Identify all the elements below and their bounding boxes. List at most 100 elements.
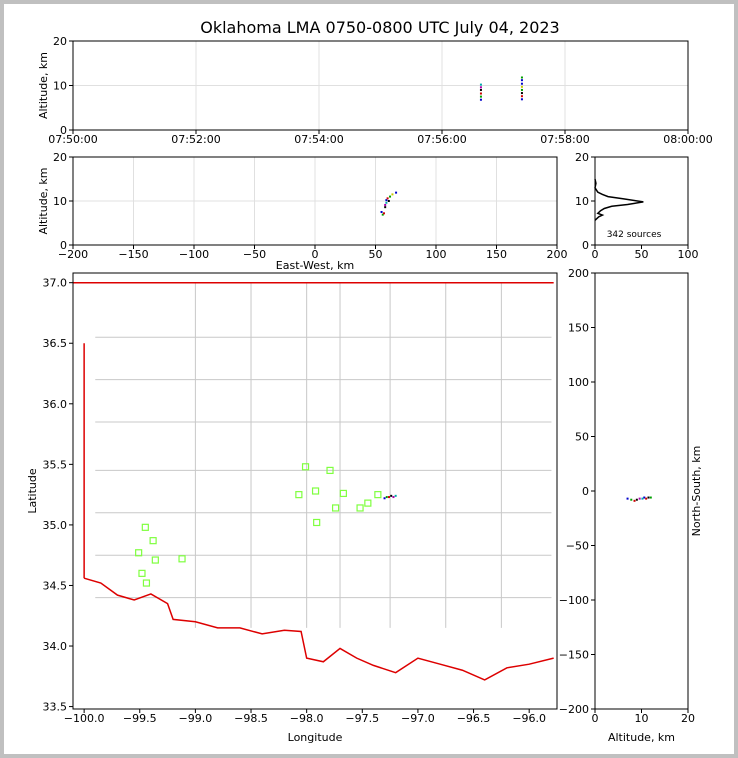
lat-tick-label: 34.5 (43, 579, 68, 592)
lat-tick-label: 36.0 (43, 398, 68, 411)
lat-tick-label: 35.5 (43, 458, 68, 471)
ns-alt-tick-label: 20 (681, 712, 695, 725)
lma-station (151, 556, 159, 564)
lma-station (364, 499, 372, 507)
source-point (387, 200, 390, 202)
ew-tick-label: 100 (426, 248, 447, 261)
county-boundaries (95, 282, 552, 628)
time-tick-label: 08:00:00 (663, 133, 712, 146)
time-tick-label: 07:50:00 (48, 133, 97, 146)
source-point (520, 76, 523, 79)
ns-tick-label: 0 (582, 485, 589, 498)
source-point (520, 98, 523, 101)
histogram-axes (594, 156, 689, 246)
source-point (384, 206, 387, 209)
lma-station (311, 487, 320, 495)
map-xlabel: Longitude (288, 731, 343, 744)
ns-tick-label: 50 (575, 431, 589, 444)
lma-station (135, 549, 143, 557)
lon-tick-label: −98.5 (234, 712, 268, 725)
ns-tick-label: −100 (559, 594, 589, 607)
ns-tick-label: −50 (566, 540, 589, 553)
hist-alt-tick-label: 0 (582, 239, 589, 252)
source-point (520, 88, 523, 91)
lat-tick-label: 35.0 (43, 519, 68, 532)
source-point (633, 499, 636, 502)
source-point (626, 497, 629, 500)
lma-station (331, 504, 340, 512)
ew-tick-label: 150 (486, 248, 507, 261)
hist-tick-label: 50 (635, 248, 649, 261)
ns-xlabel: Altitude, km (608, 731, 675, 744)
source-point (385, 496, 388, 499)
source-point (382, 212, 385, 215)
time-tick-label: 07:52:00 (171, 133, 220, 146)
hist-tick-label: 100 (678, 248, 699, 261)
source-point (387, 496, 390, 499)
time-height-axes (72, 40, 689, 131)
source-point (630, 498, 633, 501)
lat-tick-label: 34.0 (43, 640, 68, 653)
map-axes (72, 272, 558, 710)
ns-alt-tick-label: 0 (592, 712, 599, 725)
lat-tick-label: 36.5 (43, 337, 68, 350)
lma-station (301, 463, 310, 471)
source-point (385, 199, 388, 202)
ew-tick-label: 0 (312, 248, 319, 261)
source-point (394, 494, 397, 497)
ew-tick-label: −200 (58, 248, 88, 261)
alt-tick-label: 20 (53, 151, 67, 164)
hist-tick-label: 0 (592, 248, 599, 261)
hist-alt-tick-label: 20 (575, 151, 589, 164)
source-point (635, 498, 638, 501)
ew-tick-label: 50 (369, 248, 383, 261)
source-point (479, 98, 482, 101)
time-tick-label: 07:58:00 (540, 133, 589, 146)
ns-alt-tick-label: 10 (635, 712, 649, 725)
lma-station (356, 504, 364, 512)
time-tick-label: 07:54:00 (294, 133, 343, 146)
source-point (386, 197, 389, 200)
ew-height-axes (72, 156, 558, 246)
alt-tick-label: 0 (60, 124, 67, 137)
ew-tick-label: −100 (179, 248, 209, 261)
figure-frame: Oklahoma LMA 0750-0800 UTC July 04, 2023… (4, 4, 734, 754)
source-point (520, 92, 523, 95)
source-point (390, 494, 393, 497)
source-point (381, 213, 384, 216)
source-point (520, 85, 523, 88)
lon-tick-label: −96.0 (512, 712, 546, 725)
hist-alt-tick-label: 10 (575, 195, 589, 208)
source-point (389, 195, 392, 198)
ew-tick-label: 200 (547, 248, 568, 261)
source-point (380, 211, 383, 213)
ns-ylabel: North-South, km (690, 446, 703, 537)
source-point (479, 88, 482, 91)
source-count-label: 342 sources (607, 230, 662, 240)
source-point (479, 83, 482, 86)
source-point (641, 497, 644, 500)
alt-tick-label: 0 (60, 239, 67, 252)
lma-figure: Oklahoma LMA 0750-0800 UTC July 04, 2023… (26, 18, 713, 744)
source-point (383, 497, 386, 500)
time-height-ylabel: Altitude, km (37, 52, 50, 119)
figure-title: Oklahoma LMA 0750-0800 UTC July 04, 2023 (200, 18, 559, 37)
ns-height-axes (594, 272, 689, 710)
alt-tick-label: 10 (53, 80, 67, 93)
source-point (384, 203, 387, 206)
lat-tick-label: 37.0 (43, 277, 68, 290)
lon-tick-label: −98.0 (290, 712, 324, 725)
lma-station (142, 579, 151, 587)
lon-tick-label: −97.5 (345, 712, 379, 725)
ew-xlabel: East-West, km (276, 259, 354, 272)
lma-station (295, 491, 303, 499)
source-point (395, 191, 398, 194)
source-point (392, 496, 395, 499)
source-point (520, 95, 523, 98)
ns-tick-label: −200 (559, 703, 589, 716)
source-point (643, 496, 646, 499)
lon-tick-label: −100.0 (64, 712, 105, 725)
lon-tick-label: −99.5 (123, 712, 157, 725)
lon-tick-label: −96.5 (457, 712, 491, 725)
source-point (647, 496, 650, 499)
